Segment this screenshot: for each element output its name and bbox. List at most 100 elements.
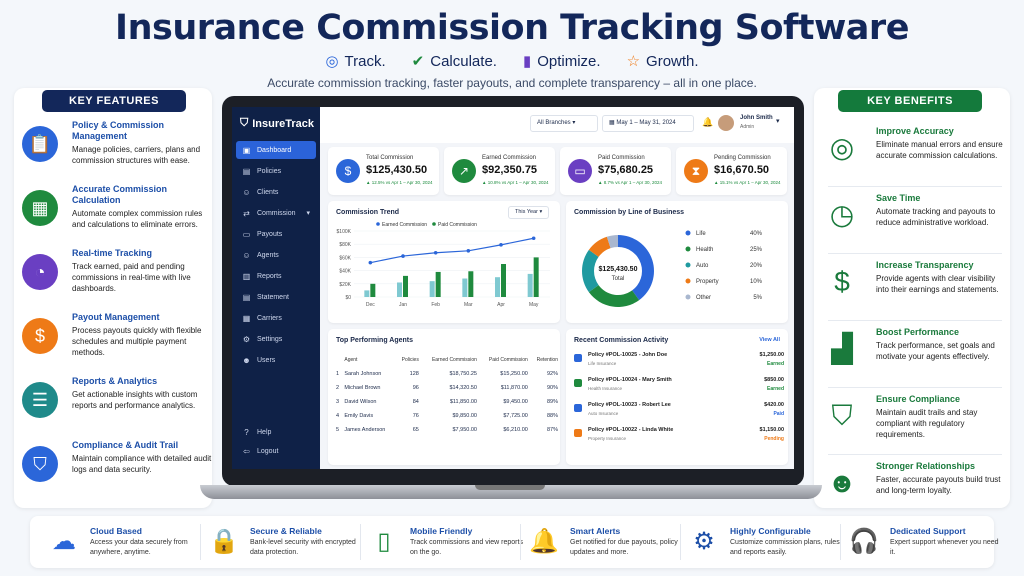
check-circle-icon: ✔ — [411, 53, 425, 70]
date-range-picker[interactable]: ▦ May 1 – May 31, 2024 — [602, 115, 694, 132]
app-logo: ⛉ InsureTrack — [240, 117, 314, 130]
user-menu-chevron-icon[interactable]: ▾ — [776, 118, 780, 125]
footer-desc: Expert support whenever you need it. — [890, 539, 999, 556]
kpi-value: $125,430.50 — [366, 164, 428, 176]
sidebar-item-help[interactable]: ? Help — [236, 423, 316, 441]
policy-icon — [574, 429, 582, 437]
activity-item[interactable]: Policy #POL-10023 - Robert Lee Auto Insur… — [574, 401, 784, 423]
kpi-delta: ▲ 8.7% vs Apr 1 – Apr 30, 2024 — [598, 180, 662, 185]
footer-title: Secure & Reliable — [250, 526, 322, 536]
point-earned-commission — [401, 254, 405, 258]
legend-swatch — [685, 246, 691, 252]
bar-paid-commission — [370, 283, 376, 297]
headset-icon: 🎧 — [849, 528, 879, 555]
policy-icon — [574, 404, 582, 412]
feature-item: $ Payout Management Process payouts quickl… — [20, 310, 210, 370]
point-earned-commission — [368, 260, 373, 265]
benefit-title: Stronger Relationships — [876, 461, 976, 471]
sidebar-item-payouts[interactable]: ▭ Payouts — [236, 225, 316, 243]
feature-item: ◔ Real-time Tracking Track earned, paid an… — [20, 246, 210, 306]
bar-paid-commission — [501, 264, 506, 297]
nav-icon: ☻ — [242, 355, 251, 365]
tagline-growth: ☆ Growth. — [627, 52, 699, 71]
sidebar-item-users[interactable]: ☻ Users — [236, 351, 316, 369]
footer-item: 🎧 Dedicated Support Expert support wheneve… — [846, 520, 999, 564]
sidebar-item-commission[interactable]: ⇄ Commission ▾ — [236, 204, 316, 222]
footer-title: Dedicated Support — [890, 526, 966, 536]
point-earned-commission — [531, 236, 536, 241]
divider — [520, 524, 521, 560]
nav-label: Commission — [257, 209, 296, 217]
activity-title: Policy #POL-10022 - Linda White — [588, 427, 674, 433]
footer-desc: Access your data securely from anywhere,… — [90, 539, 188, 556]
bell-icon[interactable]: 🔔 — [702, 117, 714, 127]
report-icon: ☰ — [22, 382, 58, 418]
trend-period-select[interactable]: This Year ▾ — [508, 206, 550, 219]
table-cell: $11,870.00 — [500, 385, 528, 391]
footer-desc: Customize commission plans, rules and re… — [730, 539, 840, 556]
kpi-icon: ↗ — [452, 159, 476, 183]
divider — [828, 454, 1002, 455]
table-row[interactable]: 3 David Wilson 84 $11,850.00 $9,450.00 89% — [334, 395, 560, 409]
sidebar-item-policies[interactable]: ▤ Policies — [236, 162, 316, 180]
donut-center-label: Total — [612, 276, 625, 282]
activity-title: Recent Commission Activity — [574, 337, 669, 344]
sidebar-item-clients[interactable]: ☺ Clients — [236, 183, 316, 201]
bar-secondary — [429, 281, 435, 297]
tagline-label: Track. — [344, 52, 386, 70]
table-row[interactable]: 1 Sarah Johnson 128 $18,750.25 $15,250.00 92% — [334, 367, 560, 381]
x-tick-label: May — [529, 302, 539, 308]
sidebar-item-agents[interactable]: ☺ Agents — [236, 246, 316, 264]
table-row[interactable]: 5 James Anderson 65 $7,950.00 $6,210.00 87% — [334, 423, 560, 437]
benefit-desc: Eliminate manual errors and ensure accur… — [876, 140, 1003, 160]
agents-table: Agent Policies Earned Commission Paid Commi… — [334, 353, 560, 437]
view-all-link[interactable]: View All — [759, 337, 780, 343]
activity-item[interactable]: Policy #POL-10022 - Linda White Property … — [574, 426, 784, 448]
nav-label: Carriers — [257, 314, 282, 322]
sidebar-item-statement[interactable]: ▤ Statement — [236, 288, 316, 306]
feature-item: ☰ Reports & Analytics Get actionable insig… — [20, 374, 210, 434]
donut-slice-other — [606, 235, 618, 249]
kpi-label: Pending Commission — [714, 155, 771, 161]
footer-desc: Track commissions and view reports on th… — [410, 539, 523, 556]
app-sidebar: ⛉ InsureTrack ▣ Dashboard ▤ Policies ☺ Clients… — [232, 107, 320, 469]
activity-status: Paid — [773, 411, 784, 417]
table-cell: 87% — [546, 427, 558, 433]
branch-select[interactable]: All Branches ▾ — [530, 115, 598, 132]
check-shield-icon: ⛉ — [831, 400, 853, 431]
feature-desc: Manage policies, carriers, plans and com… — [72, 145, 201, 165]
sidebar-item-dashboard[interactable]: ▣ Dashboard — [236, 141, 316, 159]
bell-icon: 🔔 — [529, 528, 559, 555]
activity-item[interactable]: Policy #POL-10024 - Mary Smith Health Ins… — [574, 376, 784, 398]
table-row[interactable]: 4 Emily Davis 76 $9,850.00 $7,725.00 88% — [334, 409, 560, 423]
kpi-label: Total Commission — [366, 155, 414, 161]
nav-label: Reports — [257, 272, 282, 280]
dollar-icon: $ — [834, 266, 850, 297]
divider — [828, 387, 1002, 388]
activity-status: Earned — [767, 361, 784, 367]
feature-title: Real-time Tracking — [72, 248, 153, 258]
footer-item: 🔒 Secure & Reliable Bank-level security wi… — [206, 520, 356, 564]
legend-label: Paid Commission — [438, 222, 477, 228]
sidebar-item-reports[interactable]: ▥ Reports — [236, 267, 316, 285]
activity-item[interactable]: Policy #POL-10025 - John Doe Life Insuran… — [574, 351, 784, 373]
footer-item: 🔔 Smart Alerts Get notified for due payout… — [526, 520, 678, 564]
sidebar-item-settings[interactable]: ⚙ Settings — [236, 330, 316, 348]
table-cell: 1 — [336, 371, 340, 377]
chevron-down-icon: ▾ — [572, 120, 576, 126]
benefit-title: Ensure Compliance — [876, 394, 961, 404]
feature-item: 📋 Policy & Commission Management Manage po… — [20, 118, 210, 178]
point-earned-commission — [466, 249, 471, 253]
table-cell: Emily Davis — [344, 413, 374, 419]
feature-item: ▦ Accurate Commission Calculation Automate… — [20, 182, 210, 242]
activity-status: Pending — [764, 436, 784, 442]
divider — [840, 524, 841, 560]
sidebar-item-logout[interactable]: ⇦ Logout — [236, 442, 316, 460]
point-earned-commission — [499, 243, 503, 247]
table-cell: Michael Brown — [344, 385, 381, 391]
sidebar-item-carriers[interactable]: ▦ Carriers — [236, 309, 316, 327]
nav-icon: ▣ — [242, 145, 251, 155]
table-cell: 90% — [546, 385, 558, 391]
avatar[interactable] — [718, 115, 734, 131]
table-row[interactable]: 2 Michael Brown 96 $14,320.50 $11,870.00 90% — [334, 381, 560, 395]
